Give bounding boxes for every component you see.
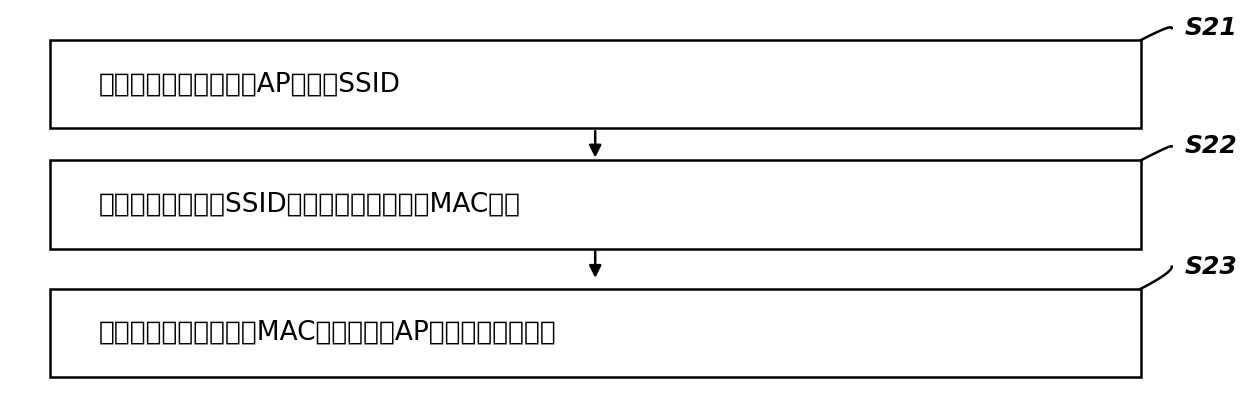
- Bar: [50, 40, 1141, 128]
- Text: 确定网络状态为异常的MAC地址对应的AP的网络状态为异常: 确定网络状态为异常的MAC地址对应的AP的网络状态为异常: [99, 320, 557, 346]
- Bar: [50, 160, 1141, 249]
- Bar: [50, 289, 1141, 377]
- Text: 解析扫描到的各个SSID中包括的网络状态和MAC地址: 解析扫描到的各个SSID中包括的网络状态和MAC地址: [99, 192, 521, 217]
- Text: S21: S21: [1184, 16, 1238, 40]
- Text: S22: S22: [1184, 134, 1238, 158]
- Text: S23: S23: [1184, 255, 1238, 279]
- Text: 扫描当前环境中的各个AP释放的SSID: 扫描当前环境中的各个AP释放的SSID: [99, 71, 401, 97]
